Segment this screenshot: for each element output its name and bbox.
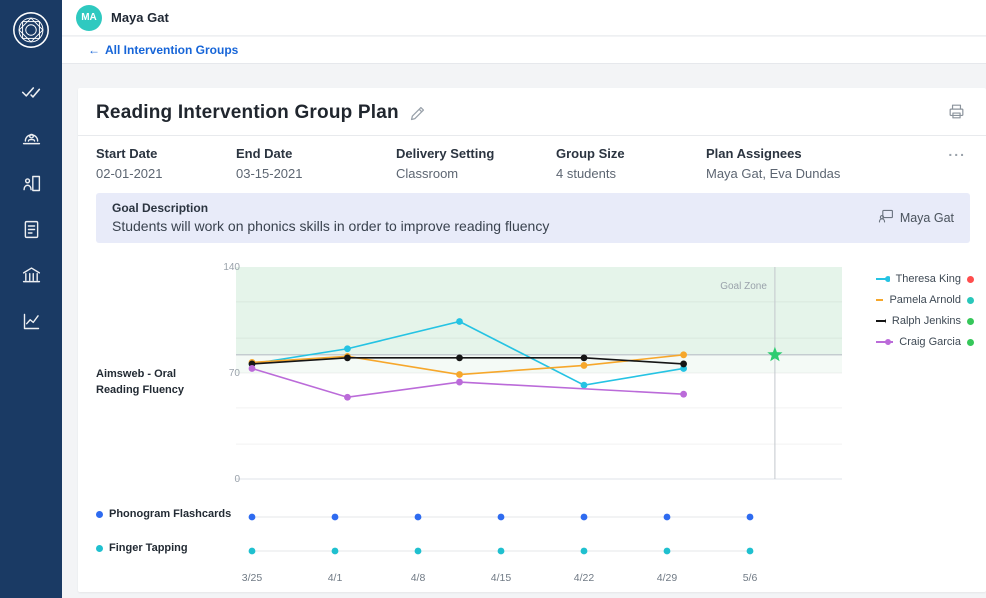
sidebar <box>0 0 62 598</box>
page-title: Reading Intervention Group Plan <box>96 102 399 123</box>
field-label: End Date <box>236 146 293 161</box>
field-value: 02-01-2021 <box>96 166 163 181</box>
field-label: Plan Assignees <box>706 146 802 161</box>
back-arrow-icon: ← <box>88 43 100 57</box>
field-label: Delivery Setting <box>396 146 495 161</box>
legend-label: Ralph Jenkins <box>891 315 961 327</box>
double-check-icon <box>21 81 42 107</box>
breadcrumb-bar: ← All Intervention Groups <box>62 37 986 64</box>
svg-text:4/22: 4/22 <box>574 572 595 584</box>
activity-name: Phonogram Flashcards <box>109 508 232 520</box>
main-content: Reading Intervention Group Plan Start Da… <box>62 64 986 598</box>
activity-name: Finger Tapping <box>109 542 188 554</box>
sidebar-item-groups[interactable] <box>0 168 62 204</box>
user-avatar[interactable]: MA <box>76 4 102 31</box>
legend-item[interactable]: Pamela Arnold <box>876 294 974 306</box>
svg-text:0: 0 <box>234 474 240 485</box>
legend-label: Pamela Arnold <box>889 294 961 306</box>
school-icon <box>21 265 42 291</box>
legend-item[interactable]: Craig Garcia <box>876 336 974 348</box>
legend-marker-icon <box>876 299 884 301</box>
svg-text:140: 140 <box>223 262 240 273</box>
field-value: Classroom <box>396 166 459 181</box>
field-value: Maya Gat, Eva Dundas <box>706 166 841 181</box>
goal-description-block: Goal Description Students will work on p… <box>96 193 970 243</box>
svg-text:5/6: 5/6 <box>743 572 758 584</box>
group-door-icon <box>21 173 42 199</box>
document-icon <box>21 219 42 245</box>
chart-icon <box>21 311 42 337</box>
field-value: 03-15-2021 <box>236 166 303 181</box>
student-dome-icon <box>21 127 42 153</box>
sidebar-item-progress[interactable] <box>0 76 62 112</box>
goal-text: Students will work on phonics skills in … <box>112 218 550 234</box>
edit-title-button[interactable] <box>409 105 426 122</box>
svg-text:4/8: 4/8 <box>411 572 426 584</box>
legend-marker-icon <box>876 339 894 345</box>
assignee-icon <box>878 208 894 227</box>
svg-text:4/15: 4/15 <box>491 572 512 584</box>
sidebar-nav <box>0 76 62 342</box>
print-button[interactable] <box>947 102 966 121</box>
legend-item[interactable]: Theresa King <box>876 273 974 285</box>
sidebar-item-reports[interactable] <box>0 306 62 342</box>
svg-text:4/1: 4/1 <box>328 572 343 584</box>
student-status-dot <box>967 338 974 346</box>
chart-legend: Theresa King Pamela Arnold Ralph Jenkins Cr… <box>852 273 974 357</box>
field-start-date: Start Date 02-01-2021 <box>96 146 236 181</box>
sidebar-item-screening[interactable] <box>0 122 62 158</box>
field-label: Start Date <box>96 146 158 161</box>
goal-assignee: Maya Gat <box>878 208 954 227</box>
back-link-label: All Intervention Groups <box>105 43 239 57</box>
plan-card: Reading Intervention Group Plan Start Da… <box>78 88 986 592</box>
goal-assignee-name: Maya Gat <box>899 210 954 225</box>
sidebar-item-plans[interactable] <box>0 214 62 250</box>
svg-text:Goal Zone: Goal Zone <box>720 281 767 292</box>
app-logo[interactable] <box>9 8 53 52</box>
field-plan-assignees: Plan Assignees Maya Gat, Eva Dundas <box>706 146 840 181</box>
svg-text:4/29: 4/29 <box>657 572 678 584</box>
activity-label: Finger Tapping <box>96 542 188 554</box>
legend-item[interactable]: Ralph Jenkins <box>876 315 974 327</box>
legend-marker-icon <box>876 318 886 324</box>
measure-axis-label: Aimsweb - Oral Reading Fluency <box>96 368 185 396</box>
svg-text:70: 70 <box>229 368 241 379</box>
legend-label: Craig Garcia <box>899 336 961 348</box>
field-group-size: Group Size 4 students <box>556 146 706 181</box>
field-label: Group Size <box>556 146 625 161</box>
progress-chart: Aimsweb - Oral Reading Fluency Goal Zone… <box>96 255 974 590</box>
activity-label: Phonogram Flashcards <box>96 508 231 520</box>
student-status-dot <box>967 317 974 325</box>
legend-label: Theresa King <box>895 273 961 285</box>
sidebar-item-school[interactable] <box>0 260 62 296</box>
chart-canvas[interactable]: Goal Zone 140 70 0 3/25 4/1 4/8 4/15 4/22 4/29 5/6 <box>196 255 852 590</box>
title-row: Reading Intervention Group Plan <box>78 88 986 136</box>
activity-bullet <box>96 510 103 518</box>
student-status-dot <box>967 275 974 283</box>
back-to-groups-link[interactable]: ← All Intervention Groups <box>88 43 238 57</box>
overflow-menu-button[interactable]: ... <box>948 143 966 159</box>
plan-fields-row: Start Date 02-01-2021 End Date 03-15-202… <box>78 136 986 193</box>
top-bar: MA Maya Gat <box>62 0 986 36</box>
student-status-dot <box>967 296 974 304</box>
goal-label: Goal Description <box>112 201 209 215</box>
field-value: 4 students <box>556 166 616 181</box>
field-end-date: End Date 03-15-2021 <box>236 146 396 181</box>
field-delivery-setting: Delivery Setting Classroom <box>396 146 556 181</box>
svg-text:3/25: 3/25 <box>242 572 263 584</box>
user-name: Maya Gat <box>111 10 169 25</box>
activity-bullet <box>96 544 103 552</box>
legend-marker-icon <box>876 276 890 282</box>
